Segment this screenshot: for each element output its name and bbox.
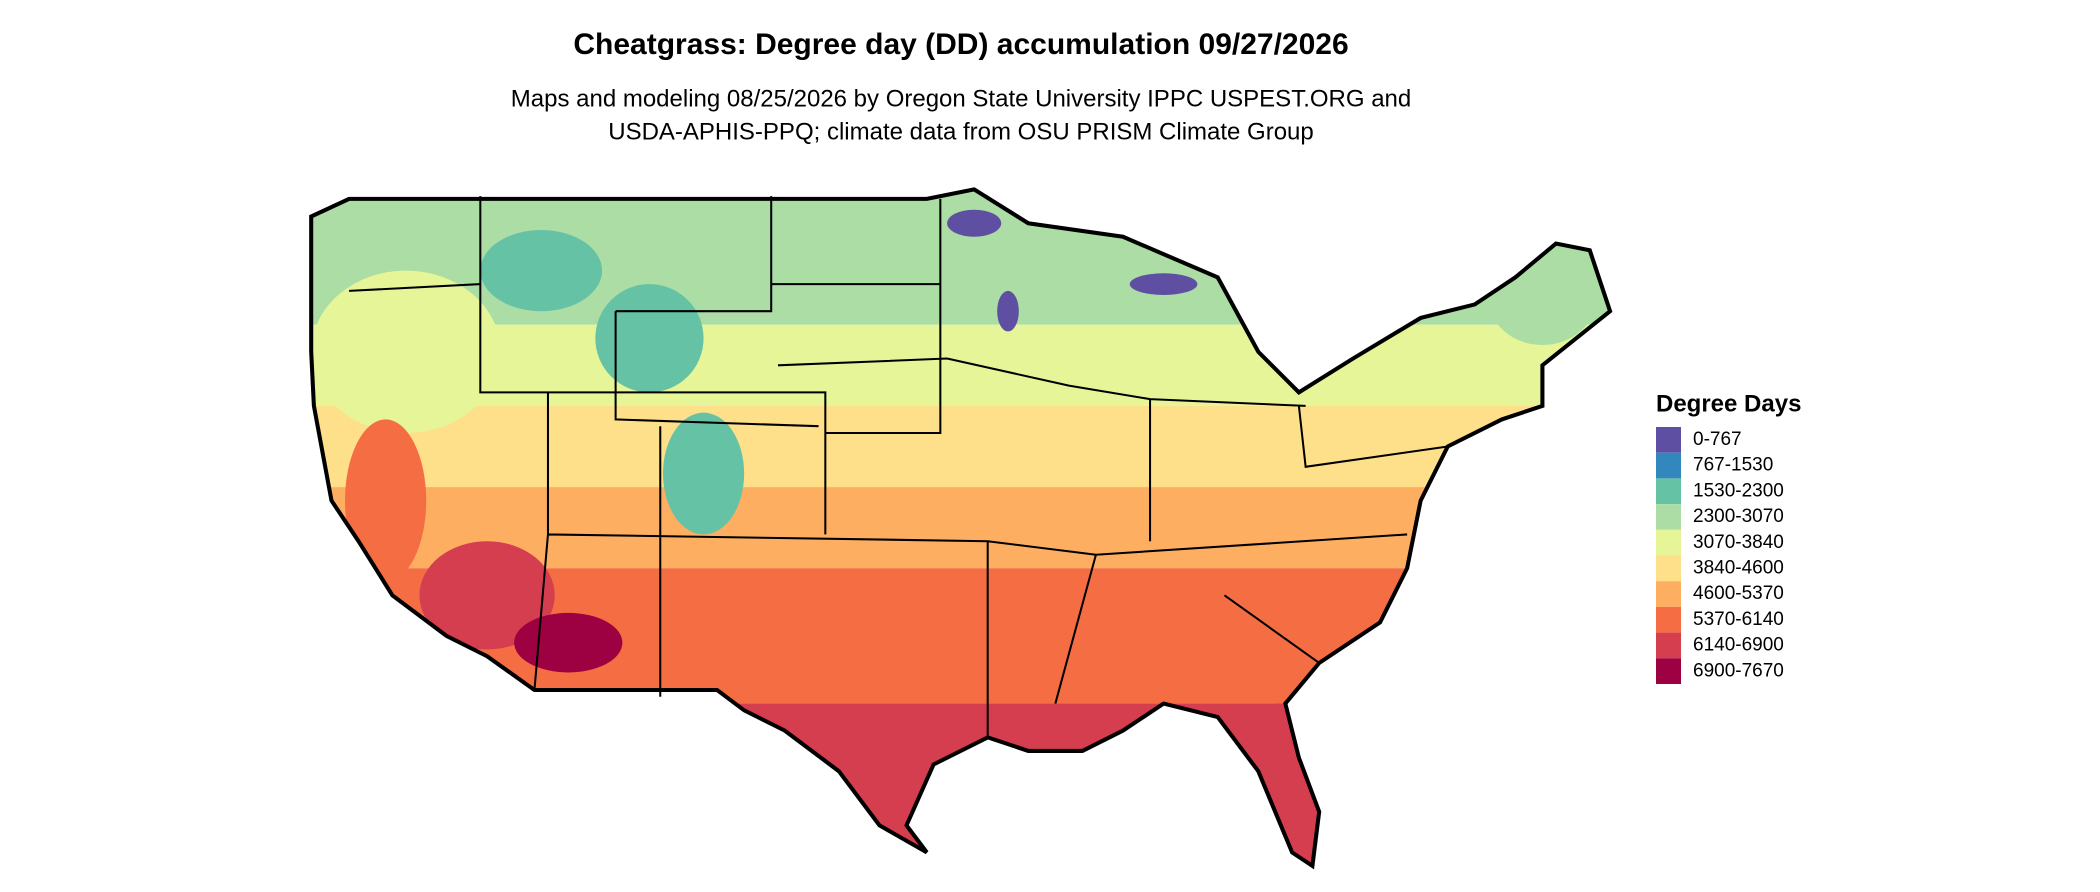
legend-title: Degree Days bbox=[1656, 390, 1801, 417]
legend-swatch bbox=[1656, 529, 1681, 556]
dd-zone bbox=[947, 209, 1002, 237]
legend-label: 767-1530 bbox=[1693, 455, 1773, 476]
legend-swatch bbox=[1656, 632, 1681, 659]
title: Cheatgrass: Degree day (DD) accumulation… bbox=[573, 28, 1348, 61]
legend-swatch bbox=[1656, 606, 1681, 633]
dd-zone bbox=[311, 270, 501, 433]
dd-zone bbox=[595, 284, 704, 393]
dd-zone bbox=[480, 230, 603, 312]
dd-zone bbox=[419, 541, 555, 650]
legend-label: 3840-4600 bbox=[1693, 558, 1784, 579]
legend-label: 3070-3840 bbox=[1693, 532, 1784, 553]
dd-zone bbox=[1488, 250, 1597, 346]
dd-zone bbox=[345, 419, 427, 582]
us-outline bbox=[309, 187, 1613, 870]
legend-swatch bbox=[1656, 504, 1681, 530]
legend-label: 5370-6140 bbox=[1693, 609, 1784, 630]
legend-swatch bbox=[1656, 452, 1681, 479]
dd-zone bbox=[859, 730, 941, 839]
dd-zone bbox=[514, 612, 623, 673]
dd-zone bbox=[1244, 703, 1313, 866]
state-borders bbox=[349, 196, 1448, 738]
dd-zone bbox=[311, 405, 1611, 488]
legend-swatch bbox=[1656, 427, 1681, 453]
legend-swatch bbox=[1656, 658, 1681, 684]
dd-zone bbox=[1129, 273, 1198, 295]
legend-label: 1530-2300 bbox=[1693, 480, 1784, 501]
subtitle: USDA-APHIS-PPQ; climate data from OSU PR… bbox=[608, 118, 1314, 145]
legend-swatch bbox=[1656, 555, 1681, 582]
legend: 0-767 767-1530 1530-2300 2300-3070 3070-3840… bbox=[1656, 427, 1784, 684]
legend-label: 6140-6900 bbox=[1693, 635, 1784, 656]
dd-zone bbox=[311, 703, 1611, 866]
degree-day-surface bbox=[311, 189, 1611, 866]
legend-label: 6900-7670 bbox=[1693, 660, 1784, 681]
legend-label: 2300-3070 bbox=[1693, 506, 1784, 527]
legend-swatch bbox=[1656, 478, 1681, 505]
legend-swatch bbox=[1656, 581, 1681, 607]
dd-zone bbox=[662, 412, 745, 535]
subtitle: Maps and modeling 08/25/2026 by Oregon S… bbox=[511, 85, 1411, 112]
legend-label: 0-767 bbox=[1693, 429, 1742, 450]
legend-label: 4600-5370 bbox=[1693, 583, 1784, 604]
us-map bbox=[309, 187, 1613, 870]
dd-zone bbox=[997, 290, 1019, 332]
